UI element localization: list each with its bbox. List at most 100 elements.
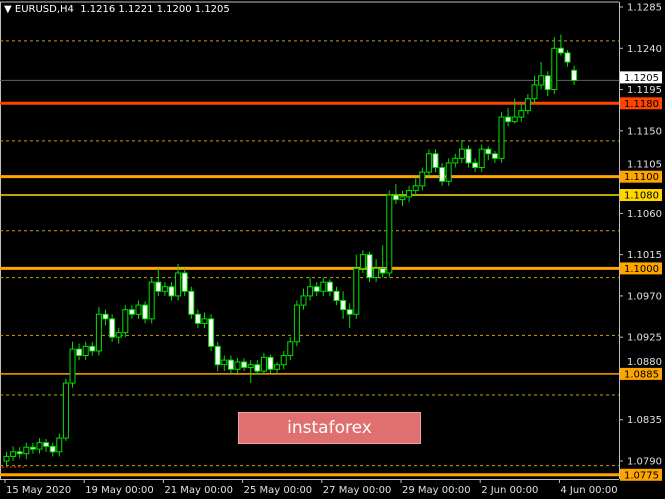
bear-candle bbox=[16, 451, 23, 455]
bear-candle bbox=[346, 309, 353, 315]
bear-candle bbox=[214, 345, 221, 366]
bear-candle bbox=[267, 356, 274, 370]
bull-candle bbox=[452, 157, 459, 164]
bull-candle bbox=[359, 254, 366, 269]
bull-candle bbox=[221, 359, 228, 366]
bull-candle bbox=[293, 304, 300, 343]
level-price-label: 1.1180 bbox=[624, 99, 659, 110]
time-tick-label: 25 May 00:00 bbox=[244, 485, 313, 496]
bear-candle bbox=[340, 300, 347, 311]
bear-candle bbox=[89, 345, 96, 352]
bull-candle bbox=[373, 267, 380, 279]
bear-candle bbox=[254, 364, 261, 372]
bear-candle bbox=[505, 116, 512, 123]
bull-candle bbox=[353, 267, 360, 315]
bear-candle bbox=[465, 148, 472, 164]
level-price-label: 1.1080 bbox=[624, 191, 659, 202]
price-tick-label: 1.1105 bbox=[627, 160, 662, 171]
bull-candle bbox=[274, 364, 281, 370]
bull-candle bbox=[406, 189, 413, 198]
bear-candle bbox=[188, 290, 195, 315]
price-tick-label: 1.1195 bbox=[627, 85, 662, 96]
bear-candle bbox=[49, 445, 56, 453]
bear-candle bbox=[564, 52, 571, 63]
bear-candle bbox=[208, 318, 215, 347]
bull-candle bbox=[62, 382, 69, 439]
time-tick-label: 29 May 00:00 bbox=[402, 485, 471, 496]
bear-candle bbox=[76, 348, 83, 357]
bull-candle bbox=[551, 47, 558, 91]
price-tick-label: 1.1240 bbox=[627, 44, 662, 55]
bear-candle bbox=[109, 318, 116, 338]
price-tick-label: 1.0925 bbox=[627, 333, 662, 344]
bear-candle bbox=[544, 75, 551, 91]
time-tick-label: 27 May 00:00 bbox=[323, 485, 392, 496]
price-tick-label: 1.1150 bbox=[627, 126, 662, 137]
bear-candle bbox=[128, 309, 135, 315]
level-price-label: 1.0775 bbox=[624, 470, 659, 481]
bear-candle bbox=[379, 267, 386, 274]
bear-candle bbox=[227, 359, 234, 370]
bear-candle bbox=[142, 304, 149, 320]
bull-candle bbox=[115, 332, 122, 338]
ohlc-values: 1.1216 1.1221 1.1200 1.1205 bbox=[80, 4, 230, 15]
level-price-label-bg bbox=[620, 97, 662, 110]
price-tick-label: 1.1060 bbox=[627, 209, 662, 220]
level-price-label: 1.1000 bbox=[624, 264, 659, 275]
instaforex-watermark: instaforex bbox=[238, 412, 421, 444]
time-tick-label: 2 Jun 00:00 bbox=[481, 485, 538, 496]
triangle-down-icon[interactable]: ▼ bbox=[4, 4, 12, 15]
bear-candle bbox=[43, 442, 50, 447]
bull-candle bbox=[386, 194, 393, 274]
bull-candle bbox=[69, 348, 76, 384]
bull-candle bbox=[538, 75, 545, 86]
bull-candle bbox=[478, 148, 485, 169]
level-price-label-bg bbox=[620, 189, 662, 202]
bull-candle bbox=[320, 281, 327, 292]
bull-candle bbox=[175, 272, 182, 297]
bull-candle bbox=[260, 356, 267, 372]
time-tick-label: 21 May 00:00 bbox=[164, 485, 233, 496]
bull-candle bbox=[10, 451, 17, 457]
price-tick-label: 1.0790 bbox=[627, 457, 662, 468]
bull-candle bbox=[135, 304, 142, 315]
bull-candle bbox=[399, 196, 406, 201]
bull-candle bbox=[445, 162, 452, 182]
level-price-label-bg bbox=[620, 367, 662, 380]
bear-candle bbox=[485, 148, 492, 155]
bull-candle bbox=[23, 446, 30, 455]
time-tick-label: 19 May 00:00 bbox=[85, 485, 154, 496]
bull-candle bbox=[234, 361, 241, 370]
level-price-label-bg bbox=[620, 170, 662, 183]
chart-title: ▼ EURUSD,H4 1.1216 1.1221 1.1200 1.1205 bbox=[4, 4, 230, 15]
bear-candle bbox=[333, 290, 340, 302]
bull-candle bbox=[122, 309, 129, 334]
bull-candle bbox=[82, 345, 89, 357]
price-tick-label: 1.1285 bbox=[627, 3, 662, 14]
bull-candle bbox=[524, 98, 531, 112]
bull-candle bbox=[280, 355, 287, 366]
bull-candle bbox=[148, 281, 155, 320]
bull-candle bbox=[412, 185, 419, 191]
bear-candle bbox=[102, 313, 109, 320]
bear-candle bbox=[155, 281, 162, 292]
bull-candle bbox=[300, 295, 307, 306]
bull-candle bbox=[3, 455, 10, 462]
bear-candle bbox=[439, 167, 446, 182]
bear-candle bbox=[313, 286, 320, 292]
bear-candle bbox=[29, 446, 36, 450]
time-tick-label: 4 Jun 00:00 bbox=[560, 485, 617, 496]
price-tick-label: 1.0880 bbox=[627, 357, 662, 368]
bull-candle bbox=[95, 313, 102, 352]
bull-candle bbox=[458, 148, 465, 159]
current-price-label-bg bbox=[620, 71, 662, 84]
bull-candle bbox=[161, 286, 168, 292]
bear-candle bbox=[392, 194, 399, 201]
bull-candle bbox=[511, 116, 518, 123]
bear-candle bbox=[366, 254, 373, 279]
bear-candle bbox=[168, 286, 175, 297]
bull-candle bbox=[419, 171, 426, 187]
bull-candle bbox=[425, 153, 432, 173]
